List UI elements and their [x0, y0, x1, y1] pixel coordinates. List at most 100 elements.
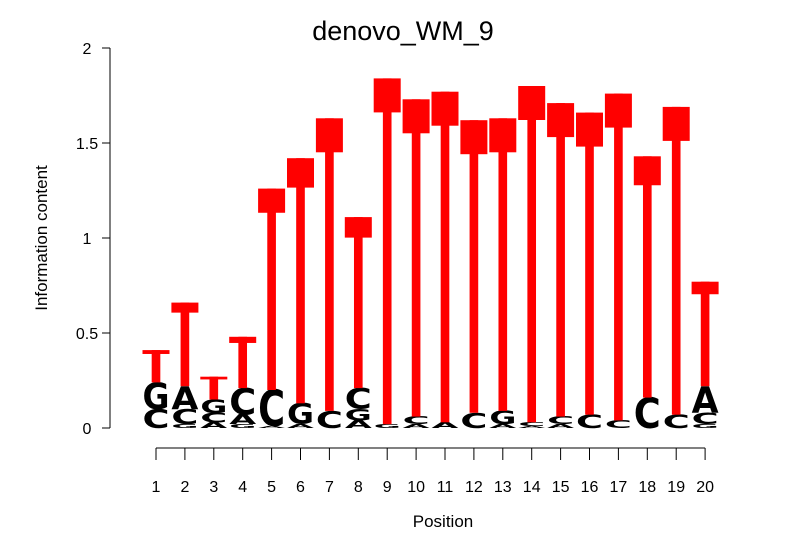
svg-text:C: C: [258, 382, 285, 439]
svg-text:G: G: [143, 376, 170, 418]
letter-T: [200, 376, 228, 400]
x-tick-label: 14: [523, 479, 541, 496]
letter-A: A: [518, 426, 546, 429]
letter-T: [229, 336, 257, 389]
svg-text:C: C: [576, 411, 603, 432]
x-tick-label: 10: [407, 479, 425, 496]
svg-text:A: A: [432, 421, 460, 430]
y-tick-label: 1: [83, 231, 92, 248]
y-tick-label: 0.5: [76, 326, 98, 343]
logo-column: ACG: [200, 376, 228, 430]
letter-G: G: [374, 423, 401, 429]
x-tick-label: 11: [437, 479, 454, 496]
svg-text:C: C: [518, 422, 545, 428]
letter-A: A: [345, 419, 372, 431]
y-axis: 0 0.5 1 1.5 2: [76, 41, 111, 438]
letter-C: C: [460, 409, 487, 433]
logo-column: AC: [547, 103, 575, 429]
svg-text:G: G: [345, 406, 372, 424]
x-tick-label: 19: [667, 479, 685, 496]
logo-column: C: [633, 156, 661, 439]
x-axis: 1 2 3 4 5 6 7 8 9 10 11 12 13 14 15 16 17 18 19 20: [152, 447, 714, 496]
letter-G: G: [345, 406, 372, 424]
letter-A: A: [287, 423, 315, 429]
chart-title: denovo_WM_9: [312, 16, 494, 46]
x-tick-label: 20: [696, 479, 714, 496]
letter-A: A: [692, 380, 719, 422]
x-tick-label: 7: [325, 479, 334, 496]
logo-column: G: [373, 78, 401, 429]
svg-text:G: G: [489, 408, 516, 429]
letter-C: C: [518, 422, 545, 428]
letter-A: A: [489, 423, 517, 429]
svg-text:C: C: [605, 419, 632, 431]
svg-text:A: A: [518, 426, 546, 429]
letter-T: [142, 350, 170, 383]
svg-text:G: G: [171, 423, 198, 429]
letter-C: C: [143, 403, 170, 434]
svg-text:A: A: [489, 423, 517, 429]
x-tick-label: 4: [238, 479, 247, 496]
logo-column: GCA: [171, 302, 199, 430]
letter-C: C: [576, 411, 603, 432]
letter-T: [287, 158, 314, 404]
svg-text:G: G: [692, 423, 719, 429]
x-tick-label: 16: [581, 479, 599, 496]
letter-G: G: [489, 408, 516, 429]
svg-text:G: G: [229, 423, 256, 429]
x-tick-label: 1: [152, 479, 161, 496]
logo-column: C: [576, 112, 603, 432]
letter-T: [633, 156, 661, 398]
svg-text:C: C: [663, 411, 690, 432]
logo-column: GAC: [229, 336, 257, 429]
letter-T: [431, 91, 459, 423]
y-tick-label: 2: [83, 41, 92, 58]
letter-T: [576, 112, 603, 415]
svg-text:C: C: [403, 415, 430, 427]
letter-T: [344, 217, 372, 389]
letter-T: [489, 118, 517, 411]
svg-text:A: A: [345, 419, 372, 431]
y-tick-label: 0: [83, 421, 92, 438]
letter-G: G: [200, 396, 227, 417]
letter-C: C: [663, 411, 690, 432]
x-tick-label: 6: [296, 479, 305, 496]
logo-column: GCA: [691, 281, 719, 429]
letter-T: [373, 78, 401, 425]
logo-column: C: [315, 118, 343, 434]
logo-column: AG: [489, 118, 517, 429]
logo-column: AC: [258, 188, 286, 439]
letter-A: A: [432, 421, 460, 430]
letter-T: [662, 106, 690, 415]
x-tick-label: 18: [638, 479, 656, 496]
letter-G: G: [692, 423, 719, 429]
svg-text:C: C: [143, 403, 170, 434]
letter-A: A: [258, 426, 286, 429]
x-tick-label: 17: [610, 479, 628, 496]
svg-text:C: C: [692, 410, 719, 428]
svg-text:G: G: [287, 398, 314, 431]
svg-text:C: C: [547, 415, 574, 427]
y-axis-label: Information content: [32, 165, 51, 311]
logo-column: AC: [403, 99, 431, 429]
svg-text:C: C: [171, 405, 198, 429]
letter-T: [518, 86, 546, 423]
x-tick-label: 9: [383, 479, 392, 496]
svg-text:C: C: [316, 407, 343, 434]
x-axis-label: Position: [413, 512, 473, 531]
svg-text:C: C: [634, 391, 661, 439]
letter-T: [691, 281, 719, 387]
svg-text:G: G: [374, 423, 401, 429]
letter-G: G: [143, 376, 170, 418]
letter-T: [402, 99, 430, 417]
y-tick-label: 1.5: [76, 136, 98, 153]
letter-G: G: [229, 423, 256, 429]
letter-T: [258, 188, 286, 390]
svg-text:A: A: [229, 413, 257, 428]
x-tick-label: 5: [267, 479, 276, 496]
letter-C: C: [258, 382, 285, 439]
svg-text:A: A: [200, 421, 228, 430]
logo-column: AGC: [344, 217, 372, 431]
logo-column: C: [460, 120, 488, 434]
